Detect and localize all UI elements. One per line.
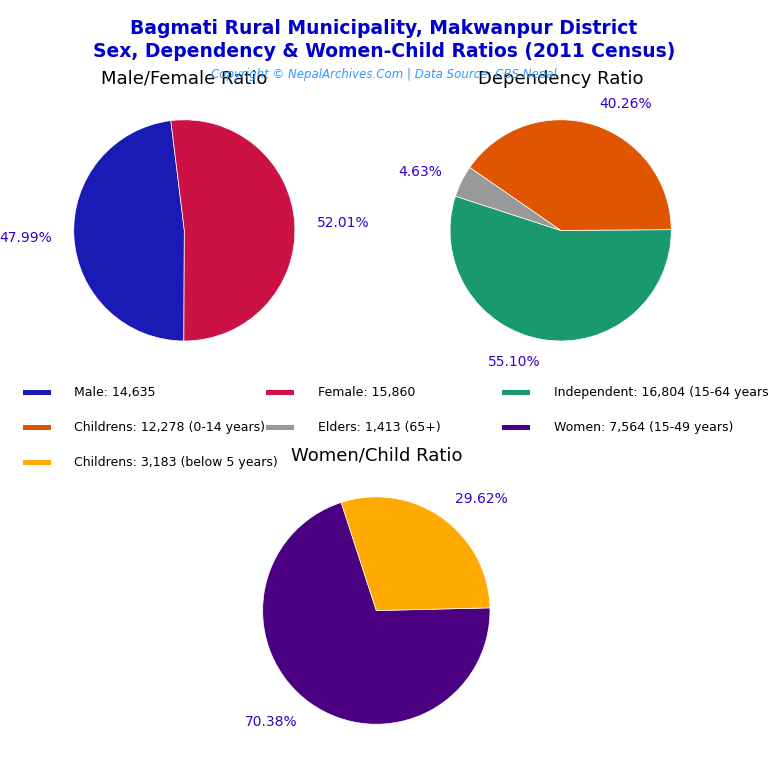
Wedge shape: [263, 502, 490, 724]
Text: Female: 15,860: Female: 15,860: [318, 386, 415, 399]
Text: Sex, Dependency & Women-Child Ratios (2011 Census): Sex, Dependency & Women-Child Ratios (20…: [93, 42, 675, 61]
Text: Elders: 1,413 (65+): Elders: 1,413 (65+): [318, 421, 440, 434]
Text: 47.99%: 47.99%: [0, 231, 52, 245]
Text: Women: 7,564 (15-49 years): Women: 7,564 (15-49 years): [554, 421, 733, 434]
Bar: [266, 389, 294, 396]
Title: Women/Child Ratio: Women/Child Ratio: [290, 446, 462, 464]
Bar: [23, 425, 51, 430]
Wedge shape: [470, 120, 671, 230]
Wedge shape: [455, 167, 561, 230]
Bar: [23, 459, 51, 465]
Text: 55.10%: 55.10%: [488, 355, 541, 369]
Text: Childrens: 12,278 (0-14 years): Childrens: 12,278 (0-14 years): [74, 421, 265, 434]
Wedge shape: [170, 120, 295, 341]
Bar: [266, 425, 294, 430]
Bar: [502, 425, 531, 430]
Text: 52.01%: 52.01%: [316, 216, 369, 230]
Text: 4.63%: 4.63%: [398, 164, 442, 178]
Title: Male/Female Ratio: Male/Female Ratio: [101, 70, 267, 88]
Wedge shape: [74, 121, 184, 341]
Bar: [23, 389, 51, 396]
Text: Independent: 16,804 (15-64 years): Independent: 16,804 (15-64 years): [554, 386, 768, 399]
Wedge shape: [450, 197, 671, 341]
Text: 29.62%: 29.62%: [455, 492, 508, 506]
Text: Childrens: 3,183 (below 5 years): Childrens: 3,183 (below 5 years): [74, 455, 278, 468]
Wedge shape: [341, 497, 490, 611]
Bar: [502, 389, 531, 396]
Text: 70.38%: 70.38%: [245, 715, 297, 729]
Text: Copyright © NepalArchives.Com | Data Source: CBS Nepal: Copyright © NepalArchives.Com | Data Sou…: [211, 68, 557, 81]
Text: 40.26%: 40.26%: [600, 97, 652, 111]
Title: Dependency Ratio: Dependency Ratio: [478, 70, 644, 88]
Text: Male: 14,635: Male: 14,635: [74, 386, 156, 399]
Text: Bagmati Rural Municipality, Makwanpur District: Bagmati Rural Municipality, Makwanpur Di…: [131, 19, 637, 38]
